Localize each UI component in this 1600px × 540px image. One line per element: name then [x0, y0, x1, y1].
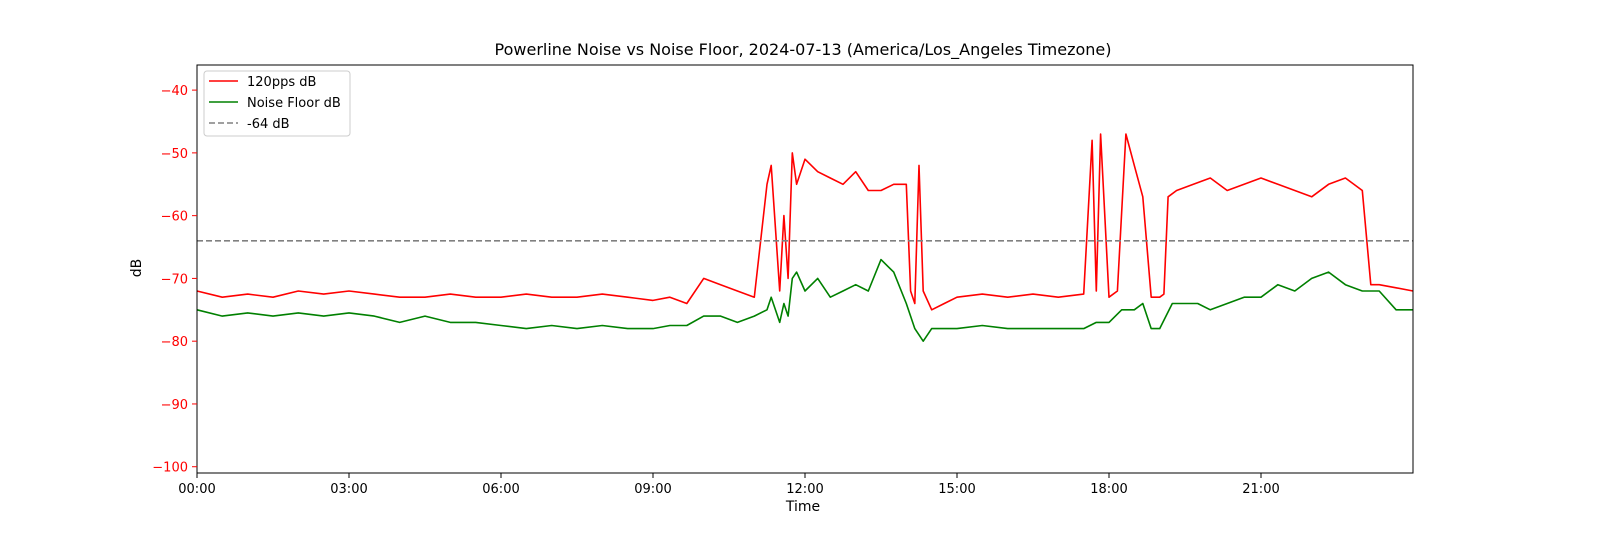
axes-frame: [196, 64, 1414, 474]
x-tick-label: 06:00: [482, 482, 519, 497]
legend-label-3: -64 dB: [247, 117, 290, 132]
x-tick-label: 18:00: [1090, 482, 1127, 497]
axes: 00:00 03:00 06:00 09:00 12:00 15:00 18:00 21:00…: [152, 64, 1414, 497]
y-tick-label: −80: [161, 335, 188, 350]
legend-label-1: 120pps dB: [247, 75, 316, 90]
x-axis-label: Time: [785, 499, 820, 515]
legend-label-2: Noise Floor dB: [247, 96, 341, 111]
y-tick-label: −40: [161, 84, 188, 99]
legend-box: [203, 70, 351, 137]
legend: 120pps dB Noise Floor dB -64 dB: [203, 70, 351, 137]
x-tick-label: 03:00: [330, 482, 367, 497]
x-tick-label: 00:00: [178, 482, 215, 497]
y-axis-label: dB: [129, 259, 145, 278]
y-tick-label: −50: [161, 147, 188, 162]
series-line-2: [196, 258, 1413, 343]
x-tick-label: 15:00: [938, 482, 975, 497]
x-tick-label: 09:00: [634, 482, 671, 497]
x-tick-label: 21:00: [1242, 482, 1279, 497]
x-tick-label: 12:00: [786, 482, 823, 497]
series-line-1: [196, 133, 1414, 311]
plot-area: [196, 133, 1414, 343]
chart-title: Powerline Noise vs Noise Floor, 2024-07-…: [495, 40, 1112, 60]
y-tick-label: −60: [161, 210, 188, 225]
y-tick-label: −70: [161, 272, 188, 287]
y-tick-label: −90: [161, 398, 188, 413]
y-tick-label: −100: [152, 461, 188, 476]
